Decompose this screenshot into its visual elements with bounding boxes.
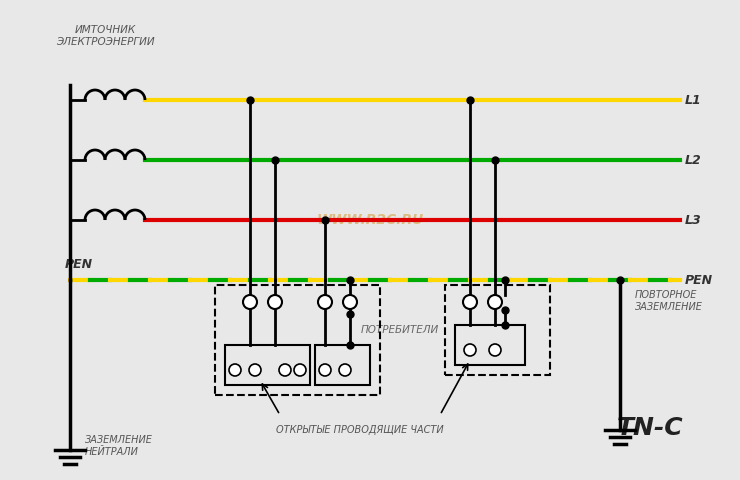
Text: TN-C: TN-C [616, 416, 683, 440]
Circle shape [339, 364, 351, 376]
Text: L1: L1 [685, 94, 702, 107]
Circle shape [319, 364, 331, 376]
Bar [455, 325, 525, 365]
Text: PEN: PEN [65, 259, 93, 272]
Circle shape [463, 295, 477, 309]
Text: L2: L2 [685, 154, 702, 167]
Circle shape [243, 295, 257, 309]
Circle shape [343, 295, 357, 309]
Text: PEN: PEN [685, 274, 713, 287]
Text: ИМТОЧНИК
ЭЛЕКТРОЭНЕРГИИ: ИМТОЧНИК ЭЛЕКТРОЭНЕРГИИ [56, 25, 155, 47]
Circle shape [489, 344, 501, 356]
Text: ЗАЗЕМЛЕНИЕ
НЕЙТРАЛИ: ЗАЗЕМЛЕНИЕ НЕЙТРАЛИ [85, 435, 153, 456]
Text: ПОВТОРНОЕ
ЗАЗЕМЛЕНИЕ: ПОВТОРНОЕ ЗАЗЕМЛЕНИЕ [635, 290, 703, 312]
Text: L3: L3 [685, 214, 702, 227]
Bar [315, 345, 370, 385]
Circle shape [249, 364, 261, 376]
Circle shape [229, 364, 241, 376]
Circle shape [464, 344, 476, 356]
Circle shape [488, 295, 502, 309]
Circle shape [268, 295, 282, 309]
Text: ПОТРЕБИТЕЛИ: ПОТРЕБИТЕЛИ [361, 325, 439, 335]
Circle shape [318, 295, 332, 309]
Text: WWW.R2C.RU: WWW.R2C.RU [317, 213, 423, 227]
Circle shape [279, 364, 291, 376]
Bar [225, 345, 310, 385]
Text: ОТКРЫТЫЕ ПРОВОДЯЩИЕ ЧАСТИ: ОТКРЫТЫЕ ПРОВОДЯЩИЕ ЧАСТИ [276, 425, 444, 435]
Circle shape [294, 364, 306, 376]
